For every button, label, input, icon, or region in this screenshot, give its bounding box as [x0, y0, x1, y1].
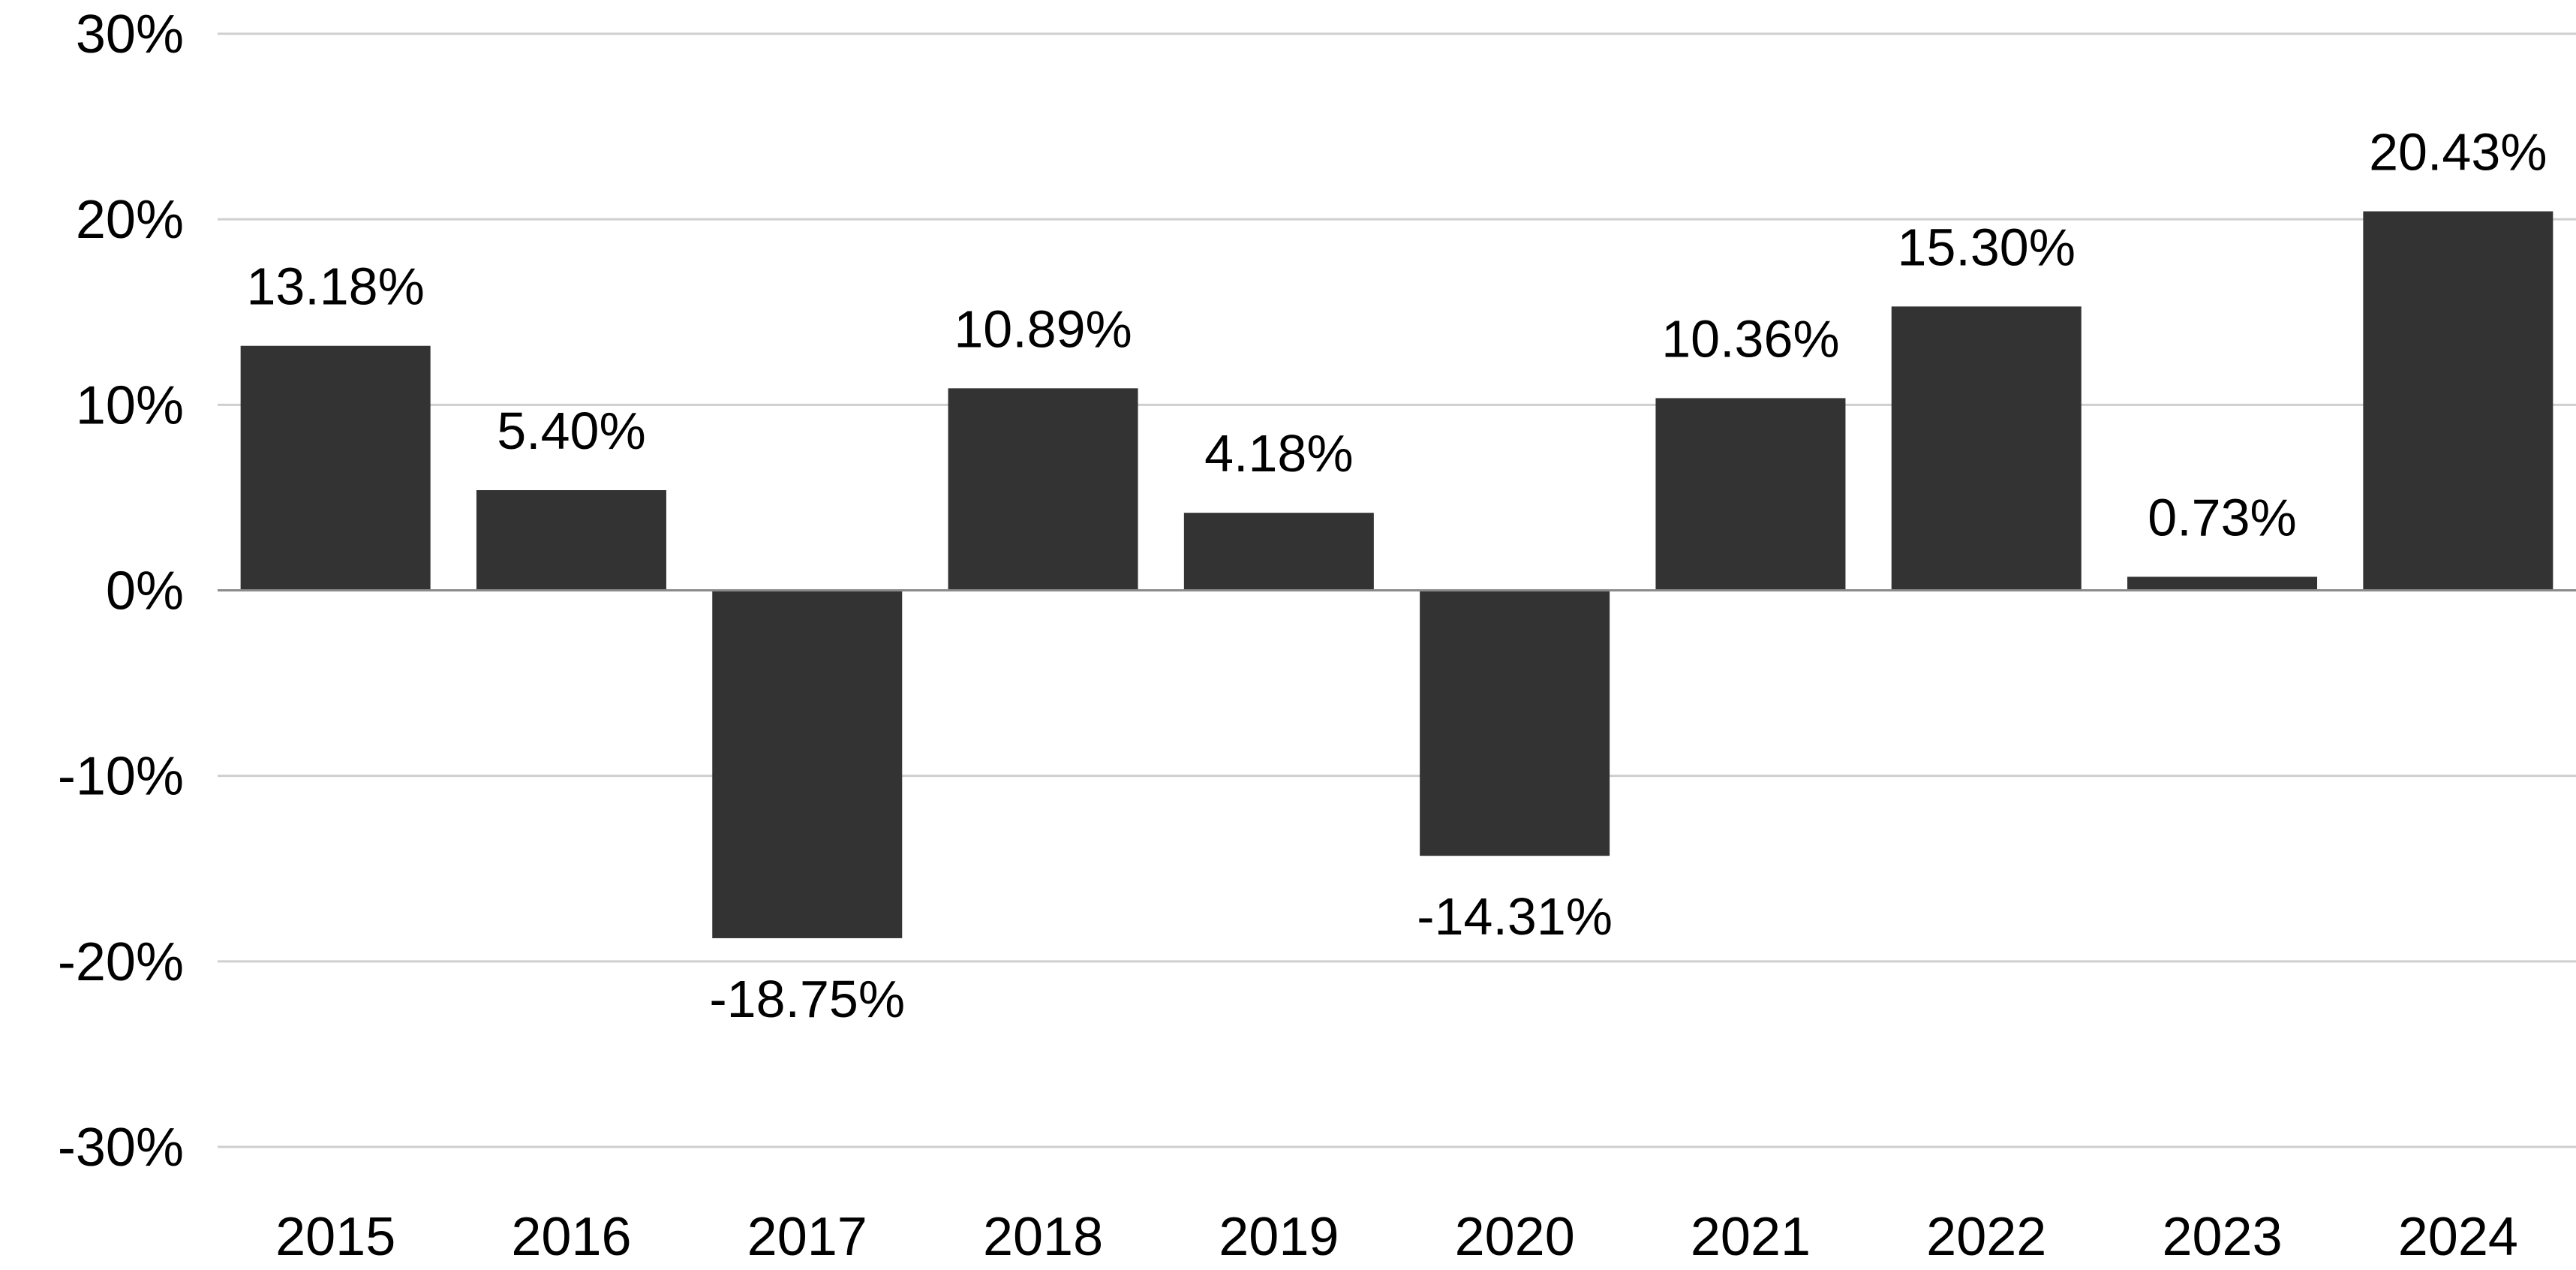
x-axis-tick-labels: 2015 2016 2017 2018 2019 2020 2021 2022 2023 2024 — [275, 1207, 2518, 1267]
y-tick-label: 10% — [76, 375, 184, 435]
bar-2023 — [2127, 576, 2318, 591]
data-label: -18.75% — [709, 970, 905, 1028]
x-tick-label: 2021 — [1691, 1207, 1811, 1267]
bar-2017 — [712, 590, 903, 938]
x-tick-label: 2017 — [747, 1207, 867, 1267]
x-tick-label: 2020 — [1455, 1207, 1575, 1267]
y-tick-label: -30% — [58, 1118, 184, 1178]
data-label: 0.73% — [2148, 488, 2296, 546]
bar-2020 — [1420, 590, 1610, 856]
bar-2015 — [240, 345, 431, 591]
y-tick-label: 30% — [76, 5, 184, 65]
x-tick-label: 2019 — [1219, 1207, 1339, 1267]
bars — [240, 211, 2553, 938]
bar-2022 — [1891, 306, 2082, 591]
x-tick-label: 2023 — [2162, 1207, 2282, 1267]
data-label: 10.89% — [954, 299, 1132, 358]
y-tick-label: 20% — [76, 190, 184, 250]
y-tick-label: -10% — [58, 747, 184, 807]
x-tick-label: 2015 — [275, 1207, 395, 1267]
data-label: -14.31% — [1417, 887, 1613, 946]
data-label: 15.30% — [1898, 218, 2076, 276]
y-axis-tick-labels: 30% 20% 10% 0% -10% -20% -30% — [58, 5, 184, 1178]
gridlines — [218, 32, 2576, 1148]
data-label: 5.40% — [497, 402, 645, 460]
bar-2019 — [1183, 513, 1374, 591]
x-tick-label: 2022 — [1926, 1207, 2046, 1267]
data-labels: 13.18% 5.40% -18.75% 10.89% 4.18% -14.31% 10.3… — [246, 123, 2547, 1028]
y-tick-label: -20% — [58, 932, 184, 992]
data-label: 4.18% — [1204, 424, 1353, 483]
y-tick-label: 0% — [106, 561, 184, 621]
bar-2018 — [948, 388, 1138, 591]
data-label: 13.18% — [246, 257, 424, 316]
x-tick-label: 2016 — [511, 1207, 631, 1267]
data-label: 20.43% — [2369, 123, 2547, 182]
x-tick-label: 2024 — [2398, 1207, 2518, 1267]
bar-2016 — [476, 490, 666, 591]
x-tick-label: 2018 — [983, 1207, 1103, 1267]
data-label: 10.36% — [1661, 309, 1839, 368]
bar-2024 — [2363, 211, 2553, 591]
bar-2021 — [1655, 398, 1846, 591]
